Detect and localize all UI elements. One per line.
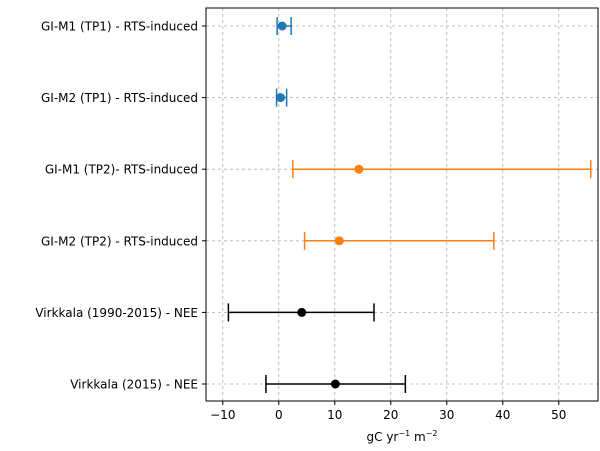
data-point xyxy=(334,236,344,246)
x-tick-label: 0 xyxy=(275,408,283,422)
x-axis-label-exponent-2: −2 xyxy=(426,429,438,438)
x-axis-label-exponent-1: −1 xyxy=(398,429,410,438)
plot-frame xyxy=(205,7,599,402)
x-axis-label-middle: m xyxy=(410,430,426,444)
x-axis-label-base: gC yr xyxy=(367,430,399,444)
x-tick-label: 10 xyxy=(327,408,342,422)
x-axis-label: gC yr−1 m−2 xyxy=(367,429,438,444)
y-tick-label: GI-M2 (TP2) - RTS-induced xyxy=(41,234,198,248)
data-point xyxy=(330,379,340,389)
x-tick-label: 20 xyxy=(383,408,398,422)
x-tick-label: 50 xyxy=(551,408,566,422)
x-tick-label: 40 xyxy=(495,408,510,422)
data-point xyxy=(277,21,287,31)
y-tick-label: GI-M1 (TP1) - RTS-induced xyxy=(41,20,198,34)
axis-ticks: −10 0 10 20 30 40 50 GI-M1 (TP1) - RTS-induced G… xyxy=(35,20,566,423)
error-bars xyxy=(227,17,592,393)
x-tick-label: −10 xyxy=(210,408,235,422)
y-tick-label: Virkkala (1990-2015) - NEE xyxy=(35,306,198,320)
data-point xyxy=(275,93,285,103)
y-tick-label: GI-M1 (TP2)- RTS-induced xyxy=(45,163,198,177)
y-tick-label: Virkkala (2015) - NEE xyxy=(70,378,198,392)
y-tick-label: GI-M2 (TP1) - RTS-induced xyxy=(41,91,198,105)
grid xyxy=(206,8,598,401)
data-point xyxy=(297,307,307,317)
x-tick-label: 30 xyxy=(439,408,454,422)
data-point xyxy=(354,164,364,174)
